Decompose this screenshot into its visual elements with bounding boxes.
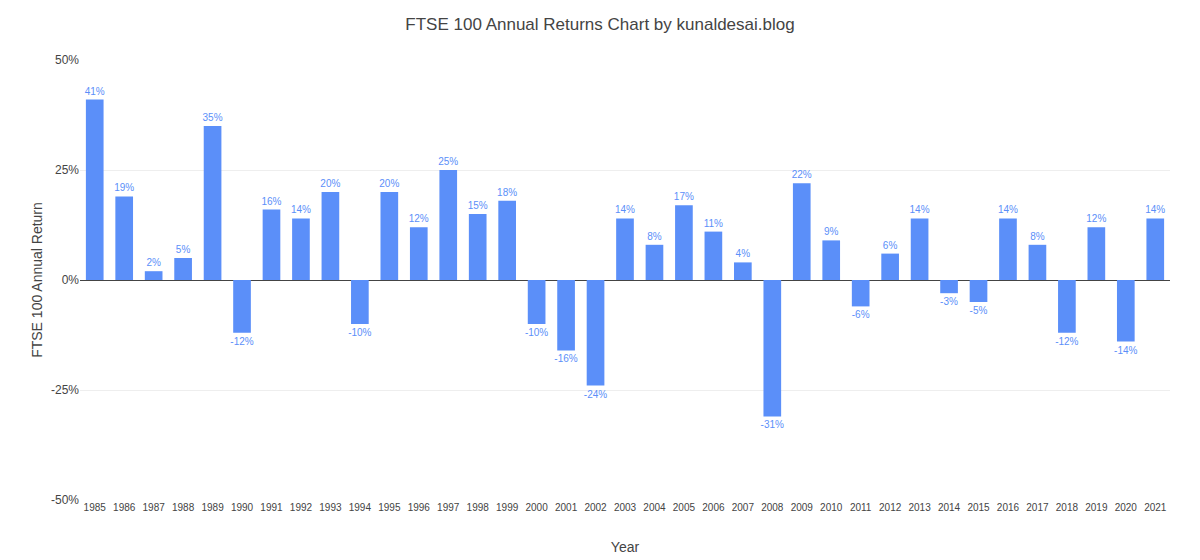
svg-text:-24%: -24% <box>584 389 607 400</box>
svg-text:-12%: -12% <box>1055 336 1078 347</box>
svg-text:2017: 2017 <box>1026 502 1049 513</box>
svg-text:16%: 16% <box>261 196 281 207</box>
svg-text:2008: 2008 <box>761 502 784 513</box>
svg-text:8%: 8% <box>1030 231 1045 242</box>
svg-text:1989: 1989 <box>201 502 224 513</box>
svg-text:50%: 50% <box>55 53 79 67</box>
svg-text:1992: 1992 <box>290 502 313 513</box>
svg-text:41%: 41% <box>85 86 105 97</box>
svg-text:25%: 25% <box>55 163 79 177</box>
svg-text:1990: 1990 <box>231 502 254 513</box>
svg-text:9%: 9% <box>824 226 839 237</box>
svg-text:2011: 2011 <box>850 502 872 513</box>
svg-text:-10%: -10% <box>348 327 371 338</box>
svg-text:14%: 14% <box>998 204 1018 215</box>
svg-text:2001: 2001 <box>555 502 578 513</box>
svg-text:-5%: -5% <box>970 305 988 316</box>
svg-text:14%: 14% <box>910 204 930 215</box>
svg-text:2018: 2018 <box>1056 502 1079 513</box>
svg-text:2%: 2% <box>146 257 161 268</box>
svg-text:17%: 17% <box>674 191 694 202</box>
svg-text:1994: 1994 <box>349 502 372 513</box>
svg-text:1996: 1996 <box>408 502 431 513</box>
svg-text:0%: 0% <box>62 273 80 287</box>
svg-text:25%: 25% <box>438 156 458 167</box>
svg-text:-3%: -3% <box>940 296 958 307</box>
svg-text:2014: 2014 <box>938 502 961 513</box>
svg-text:18%: 18% <box>497 187 517 198</box>
svg-text:2016: 2016 <box>997 502 1020 513</box>
svg-text:2015: 2015 <box>967 502 990 513</box>
svg-text:2004: 2004 <box>643 502 666 513</box>
svg-text:6%: 6% <box>883 240 898 251</box>
svg-text:1995: 1995 <box>378 502 401 513</box>
svg-text:2005: 2005 <box>673 502 696 513</box>
svg-text:2012: 2012 <box>879 502 902 513</box>
svg-text:-6%: -6% <box>852 309 870 320</box>
svg-text:2013: 2013 <box>908 502 931 513</box>
svg-text:-25%: -25% <box>51 383 79 397</box>
svg-text:35%: 35% <box>203 112 223 123</box>
svg-text:1998: 1998 <box>467 502 490 513</box>
svg-text:-50%: -50% <box>51 493 79 507</box>
svg-text:15%: 15% <box>468 200 488 211</box>
svg-text:20%: 20% <box>379 178 399 189</box>
svg-text:2000: 2000 <box>525 502 548 513</box>
svg-text:1985: 1985 <box>84 502 107 513</box>
svg-text:1993: 1993 <box>319 502 342 513</box>
svg-text:1991: 1991 <box>260 502 283 513</box>
svg-text:2019: 2019 <box>1085 502 1108 513</box>
svg-text:-31%: -31% <box>761 419 784 430</box>
svg-text:-16%: -16% <box>554 353 577 364</box>
svg-text:-12%: -12% <box>230 336 253 347</box>
svg-text:1999: 1999 <box>496 502 519 513</box>
svg-text:-10%: -10% <box>525 327 548 338</box>
svg-text:8%: 8% <box>647 231 662 242</box>
svg-text:12%: 12% <box>1086 213 1106 224</box>
svg-text:19%: 19% <box>114 182 134 193</box>
svg-text:1988: 1988 <box>172 502 195 513</box>
svg-text:2021: 2021 <box>1144 502 1167 513</box>
svg-text:2009: 2009 <box>791 502 814 513</box>
svg-text:20%: 20% <box>320 178 340 189</box>
svg-text:FTSE 100 Annual Returns Chart: FTSE 100 Annual Returns Chart by kunalde… <box>405 15 794 34</box>
svg-text:2002: 2002 <box>584 502 607 513</box>
svg-text:11%: 11% <box>704 218 723 229</box>
svg-text:1987: 1987 <box>143 502 166 513</box>
svg-text:2007: 2007 <box>732 502 755 513</box>
svg-text:-14%: -14% <box>1114 345 1137 356</box>
svg-text:Year: Year <box>611 539 640 555</box>
svg-text:12%: 12% <box>409 213 429 224</box>
svg-text:2003: 2003 <box>614 502 637 513</box>
svg-text:FTSE 100 Annual Return: FTSE 100 Annual Return <box>29 202 45 358</box>
svg-text:5%: 5% <box>176 244 191 255</box>
svg-text:4%: 4% <box>736 248 751 259</box>
svg-text:14%: 14% <box>291 204 311 215</box>
svg-text:2020: 2020 <box>1115 502 1138 513</box>
svg-text:1986: 1986 <box>113 502 136 513</box>
svg-text:2006: 2006 <box>702 502 725 513</box>
svg-text:2010: 2010 <box>820 502 843 513</box>
svg-text:1997: 1997 <box>437 502 460 513</box>
svg-text:14%: 14% <box>615 204 635 215</box>
svg-text:14%: 14% <box>1145 204 1165 215</box>
svg-text:22%: 22% <box>792 169 812 180</box>
